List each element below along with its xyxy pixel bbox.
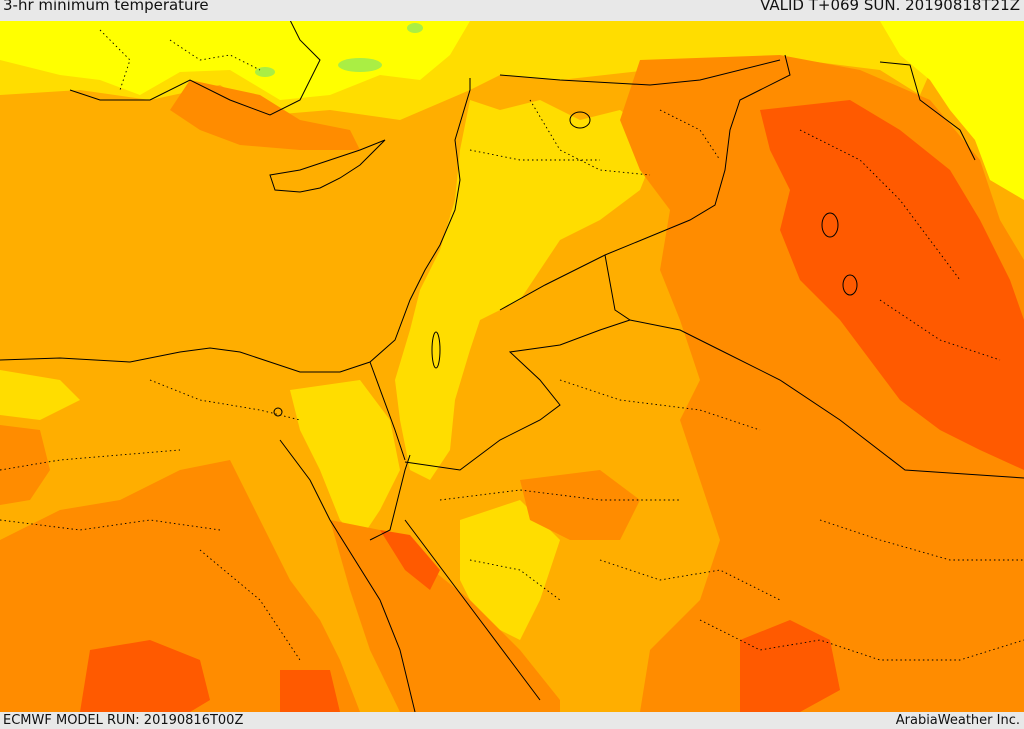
orange-central-arabia bbox=[520, 470, 640, 540]
yellow-light-north-east bbox=[880, 21, 1024, 200]
temperature-map[interactable] bbox=[0, 21, 1024, 712]
valid-time: VALID T+069 SUN. 20190818T21Z bbox=[760, 0, 1020, 14]
orange-west-egypt bbox=[0, 425, 50, 505]
lakes bbox=[273, 111, 858, 417]
model-run: ECMWF MODEL RUN: 20190816T00Z bbox=[3, 713, 244, 728]
green-patch-3 bbox=[407, 23, 423, 33]
red-south-middle bbox=[280, 670, 340, 712]
map-header: 3-hr minimum temperature VALID T+069 SUN… bbox=[0, 0, 1024, 21]
yellow-light-north bbox=[0, 21, 470, 100]
yellow-sinai bbox=[290, 380, 400, 540]
credit: ArabiaWeather Inc. bbox=[895, 713, 1020, 728]
orange-red-sea-coast bbox=[330, 520, 560, 712]
orange-egypt-south bbox=[0, 460, 360, 712]
map-footer: ECMWF MODEL RUN: 20190816T00Z ArabiaWeat… bbox=[0, 712, 1024, 729]
yellow-arabia-west bbox=[460, 500, 560, 640]
orange-mediterranean bbox=[170, 80, 360, 150]
red-south-east bbox=[740, 620, 840, 712]
map-canvas bbox=[0, 21, 1024, 712]
red-south-west bbox=[80, 640, 210, 712]
green-patch-2 bbox=[255, 67, 275, 77]
yellow-west-edge bbox=[0, 370, 80, 420]
red-mesopotamia bbox=[760, 100, 1024, 470]
red-gulf-aqaba bbox=[380, 530, 440, 590]
yellow-levant bbox=[395, 100, 660, 480]
admin-boundaries bbox=[0, 29, 1024, 661]
coastlines bbox=[0, 21, 1024, 712]
map-title: 3-hr minimum temperature bbox=[3, 0, 209, 14]
green-patch-1 bbox=[338, 58, 382, 72]
